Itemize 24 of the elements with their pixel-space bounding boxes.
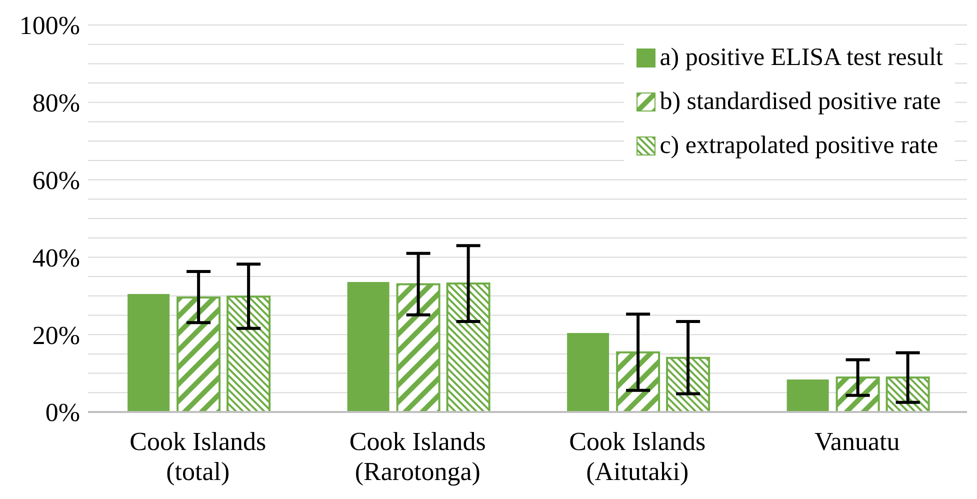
bar — [226, 296, 271, 412]
bar — [446, 282, 490, 412]
bar — [666, 356, 710, 412]
x-tick-label: Cook Islands (Aitutaki) — [569, 427, 706, 486]
bar — [176, 296, 221, 412]
legend-label: c) extrapolated positive rate — [660, 132, 938, 160]
x-tick-label: Vanuatu — [814, 427, 900, 456]
bar — [128, 294, 170, 412]
x-tick-label: Cook Islands (total) — [130, 427, 266, 486]
y-tick-label: 0% — [45, 398, 80, 428]
y-tick-label: 40% — [32, 243, 80, 272]
y-tick-label: 20% — [32, 320, 80, 350]
bar — [616, 351, 660, 412]
y-tick-label: 100% — [19, 11, 80, 40]
y-tick-label: 60% — [32, 166, 80, 196]
bar — [567, 333, 610, 412]
bar — [396, 283, 440, 412]
legend-label: a) positive ELISA test result — [660, 44, 943, 72]
bar — [347, 282, 390, 412]
legend-label: b) standardised positive rate — [660, 88, 941, 116]
x-tick-label: Cook Islands (Rarotonga) — [349, 427, 486, 486]
bar — [786, 379, 829, 412]
bar — [836, 376, 880, 412]
y-tick-label: 80% — [32, 88, 80, 118]
